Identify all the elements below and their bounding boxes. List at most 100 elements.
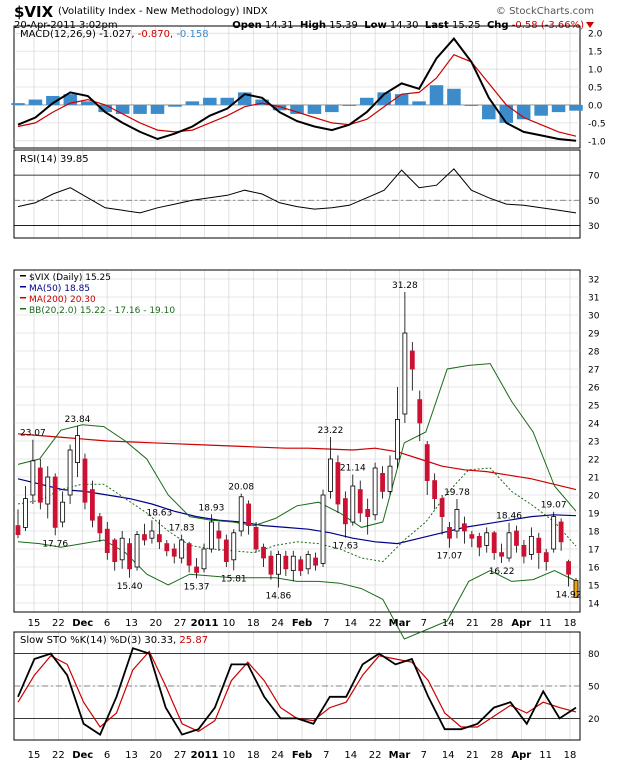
y-tick-label: 0.5 (588, 84, 602, 94)
x-tick-label: Mar (389, 618, 411, 629)
macd-histogram-bar (290, 104, 304, 114)
candle (149, 530, 155, 539)
x-tick-label: 18 (564, 618, 577, 629)
y-tick-label: 0.0 (588, 101, 603, 111)
y-tick-label: 29 (588, 330, 600, 340)
y-tick-label: 70 (588, 172, 600, 182)
candle (290, 555, 296, 572)
candle (201, 548, 207, 570)
candle (499, 552, 505, 557)
macd-histogram-bar (429, 85, 444, 105)
legend-swatch (20, 308, 26, 310)
macd-histogram-bar (185, 101, 200, 105)
macd-legend-part: -0.158 (173, 29, 208, 40)
candle (558, 521, 564, 543)
candle (380, 472, 385, 492)
y-tick-label: 14 (588, 600, 600, 610)
candle (461, 523, 467, 532)
candle (469, 534, 475, 539)
y-tick-label: 22 (588, 456, 599, 466)
sto-legend: Slow STO %K(14) %D(3) 30.33, 25.87 (20, 635, 208, 646)
candle (30, 460, 36, 496)
candle (521, 545, 527, 557)
candle (275, 554, 281, 575)
y-tick-label: -0.5 (588, 119, 606, 129)
symbol-name: (Volatility Index - New Methodology) IND… (58, 6, 268, 17)
macd-legend: MACD(12,26,9) -1.027, -0.870, -0.158 (20, 29, 209, 40)
candle (491, 532, 497, 553)
x-tick-label: Apr (511, 750, 531, 761)
candle (97, 516, 103, 534)
candle (335, 462, 341, 505)
price-annotation: 14.92 (556, 590, 582, 600)
candle (514, 530, 519, 546)
brand-label: © StockCharts.com (495, 6, 594, 17)
candle (142, 534, 147, 541)
macd-histogram-bar (394, 94, 409, 105)
x-tick-label: 24 (271, 750, 284, 761)
x-tick-label: 15 (28, 750, 41, 761)
candle (484, 532, 490, 546)
x-tick-label: 18 (247, 618, 260, 629)
x-tick-label: 22 (369, 618, 382, 629)
x-tick-label: 22 (52, 618, 65, 629)
bb-lower-line (17, 539, 577, 640)
candle (60, 501, 66, 523)
sto-legend-part: 25.87 (176, 635, 208, 646)
y-tick-label: 31 (588, 294, 599, 304)
candle (350, 485, 356, 523)
candle (402, 332, 408, 415)
price-annotation: 18.63 (146, 509, 172, 519)
candle (365, 508, 371, 517)
macd-histogram-bar (168, 104, 182, 107)
macd-histogram-bar (377, 92, 391, 105)
x-tick-label: 20 (149, 618, 162, 629)
sto-k-line (17, 647, 577, 736)
macd-histogram-bar (359, 97, 374, 105)
macd-legend-part: -1.027, (96, 29, 135, 40)
y-tick-label: 50 (588, 683, 600, 693)
candle (476, 536, 482, 548)
candle (186, 543, 192, 566)
macd-histogram-bar (534, 104, 548, 116)
candle (328, 458, 333, 492)
candle (112, 539, 118, 563)
ma50-line (17, 478, 577, 545)
x-tick-label: 18 (564, 750, 577, 761)
candle (536, 537, 542, 554)
y-tick-label: 26 (588, 384, 600, 394)
candle (268, 555, 274, 575)
ma200-legend: MA(200) 20.30 (29, 295, 96, 305)
candle (45, 476, 51, 505)
y-tick-label: 24 (588, 420, 600, 430)
candle (194, 566, 199, 573)
macd-histogram-bar (447, 88, 461, 105)
macd-signal-line (17, 53, 577, 137)
y-tick-label: 25 (588, 402, 599, 412)
candle (283, 555, 289, 570)
x-tick-label: 7 (323, 750, 329, 761)
candle (387, 465, 393, 492)
candle (90, 489, 95, 521)
x-tick-label: 7 (421, 618, 427, 629)
macd-histogram-bar (98, 104, 112, 113)
candle (209, 521, 214, 550)
candle (246, 503, 252, 527)
x-tick-label: 20 (149, 750, 162, 761)
macd-histogram-bar (63, 94, 78, 105)
price-annotation: 15.40 (117, 582, 143, 592)
candle (223, 539, 229, 563)
price-annotation: 15.37 (184, 582, 210, 592)
y-tick-label: -1.0 (588, 137, 606, 147)
macd-histogram-bar (28, 99, 43, 105)
x-tick-label: 11 (539, 750, 552, 761)
x-tick-label: Feb (292, 750, 312, 761)
macd-histogram-bar (220, 97, 235, 105)
legend-swatch (20, 286, 26, 288)
y-tick-label: 1.5 (588, 48, 602, 58)
price-annotation: 23.07 (20, 429, 46, 439)
rsi-line (17, 168, 577, 214)
y-tick-label: 15 (588, 582, 599, 592)
x-tick-label: 14 (442, 750, 455, 761)
